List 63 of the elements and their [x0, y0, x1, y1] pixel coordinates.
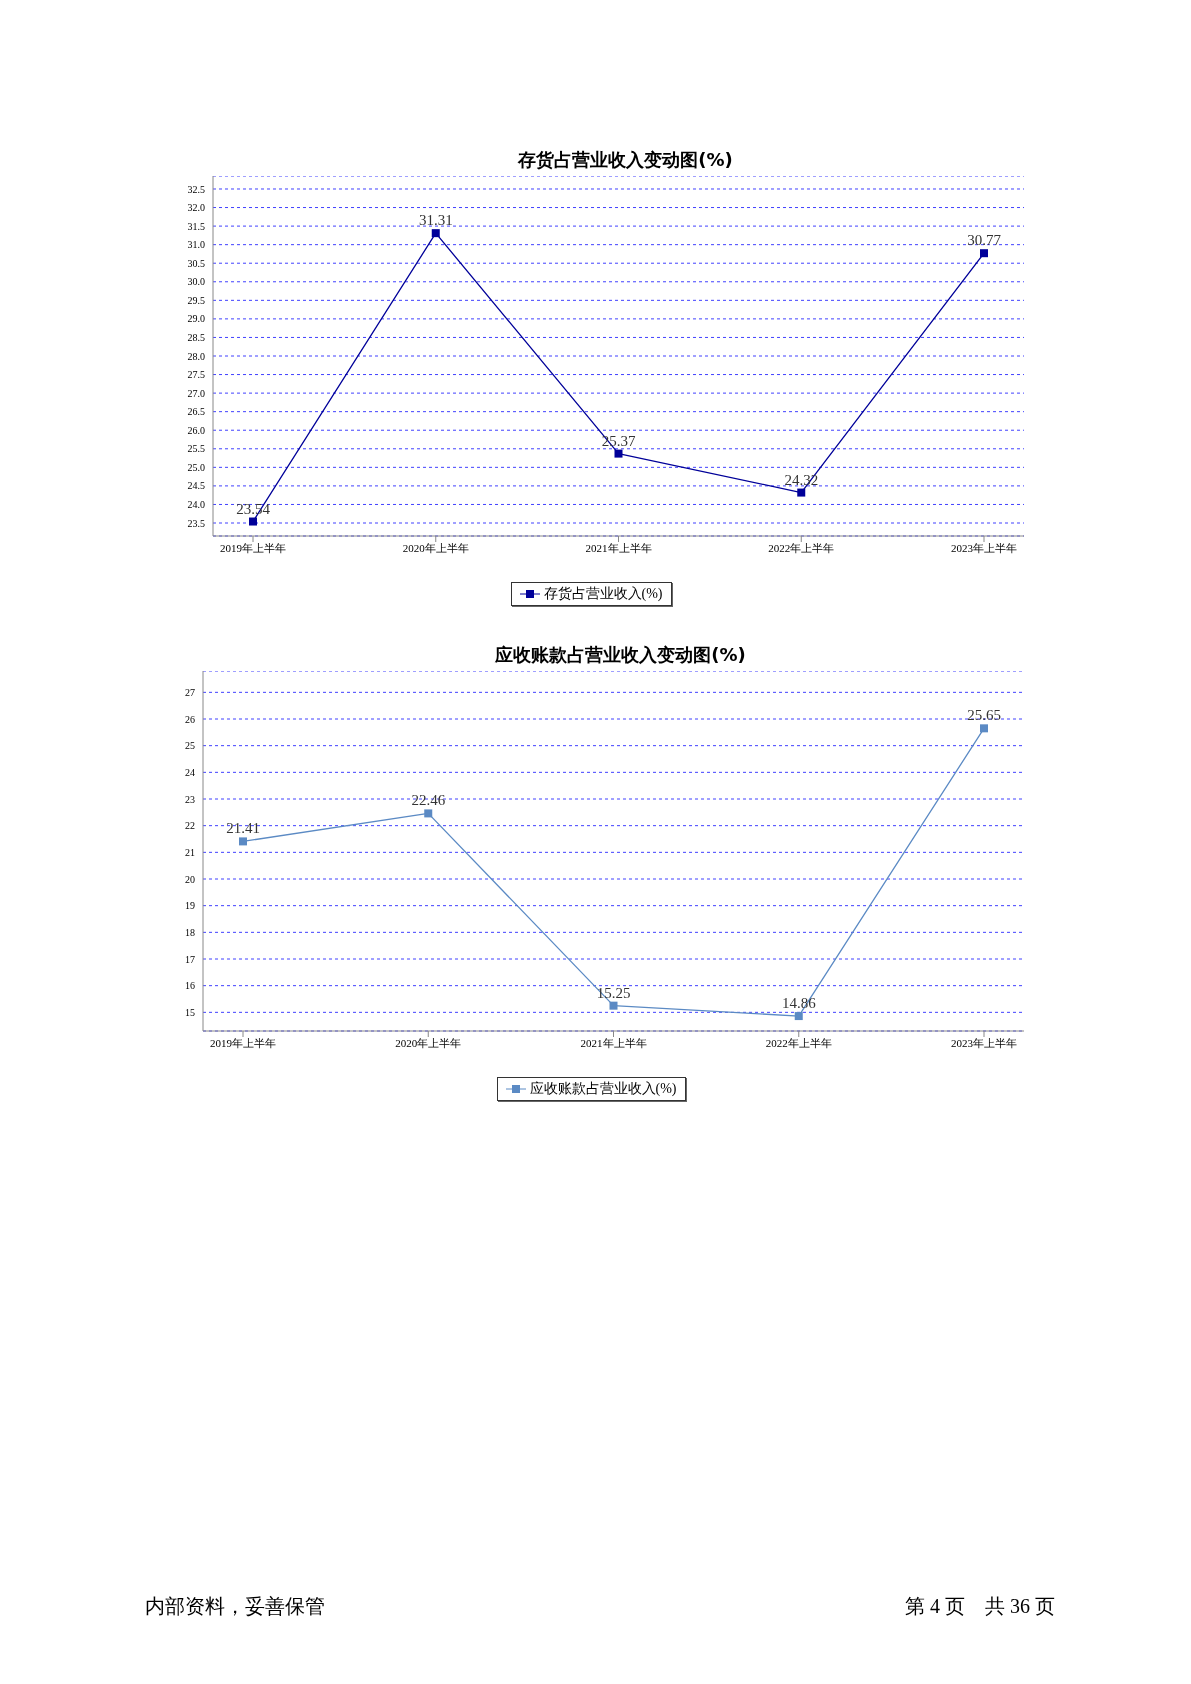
y-tick-label: 26.0: [187, 424, 205, 436]
y-tick-label: 25: [185, 740, 195, 752]
y-tick-label: 26: [185, 713, 195, 725]
data-label: 25.65: [967, 707, 1001, 724]
y-tick-label: 20: [185, 873, 195, 885]
y-tick-label: 27.5: [187, 369, 205, 381]
y-tick-label: 32.5: [187, 183, 205, 195]
data-label: 30.77: [967, 232, 1002, 249]
y-tick-label: 21: [185, 846, 195, 858]
x-tick-label: 2023年上半年: [951, 1036, 1017, 1049]
y-tick-label: 18: [185, 926, 195, 938]
point: [797, 488, 806, 497]
y-tick-label: 25.5: [187, 443, 205, 455]
legend-label: 应收账款占营业收入(%): [529, 1080, 677, 1098]
point: [424, 809, 433, 818]
x-tick-label: 2019年上半年: [210, 1036, 276, 1049]
point: [794, 1012, 803, 1021]
x-tick-label: 2019年上半年: [220, 541, 286, 554]
point: [980, 249, 988, 258]
data-label: 21.41: [226, 820, 260, 837]
y-tick-label: 31.5: [187, 220, 205, 232]
y-tick-label: 16: [185, 980, 195, 992]
y-tick-label: 28.0: [187, 350, 205, 362]
x-tick-label: 2021年上半年: [580, 1036, 647, 1049]
point: [609, 1001, 618, 1010]
point: [249, 517, 257, 526]
y-tick-label: 19: [185, 900, 195, 912]
y-tick-label: 29.5: [187, 294, 205, 306]
x-tick-label: 2020年上半年: [395, 1036, 462, 1049]
x-tick-label: 2021年上半年: [585, 541, 652, 554]
x-tick-label: 2023年上半年: [951, 541, 1017, 554]
point: [431, 229, 440, 238]
y-tick-label: 30.0: [187, 276, 205, 288]
y-tick-label: 24: [185, 766, 195, 778]
y-tick-label: 29.0: [187, 313, 205, 325]
text: 第 4 页 共 36 页: [905, 1594, 1055, 1619]
data-label: 22.46: [411, 792, 446, 809]
chart-title: 应收账款占营业收入变动图(%): [494, 643, 747, 667]
y-tick-label: 17: [185, 953, 195, 965]
x-tick-label: 2022年上半年: [768, 541, 835, 554]
y-tick-label: 24.5: [187, 480, 205, 492]
y-tick-label: 27: [185, 686, 195, 698]
y-tick-label: 23.5: [187, 517, 205, 529]
data-label: 31.31: [418, 212, 453, 229]
y-tick-label: 15: [185, 1006, 195, 1018]
text: 内部资料，妥善保管: [145, 1594, 325, 1619]
point: [980, 724, 988, 733]
x-tick-label: 2020年上半年: [402, 541, 469, 554]
y-tick-label: 32.0: [187, 202, 205, 214]
y-tick-label: 30.5: [187, 257, 205, 269]
legend-label: 存货占营业收入(%): [543, 585, 663, 603]
y-tick-label: 28.5: [187, 331, 205, 343]
y-tick-label: 23: [185, 793, 195, 805]
point: [239, 837, 247, 846]
y-tick-label: 24.0: [187, 499, 205, 510]
y-tick-label: 22: [185, 820, 195, 832]
y-tick-label: 26.5: [187, 406, 205, 418]
point: [614, 449, 623, 458]
chart-title: 存货占营业收入变动图(%): [516, 148, 734, 172]
x-tick-label: 2022年上半年: [765, 1036, 832, 1049]
y-tick-label: 25.0: [187, 461, 205, 473]
y-tick-label: 27.0: [187, 387, 205, 399]
y-tick-label: 31.0: [187, 239, 205, 251]
